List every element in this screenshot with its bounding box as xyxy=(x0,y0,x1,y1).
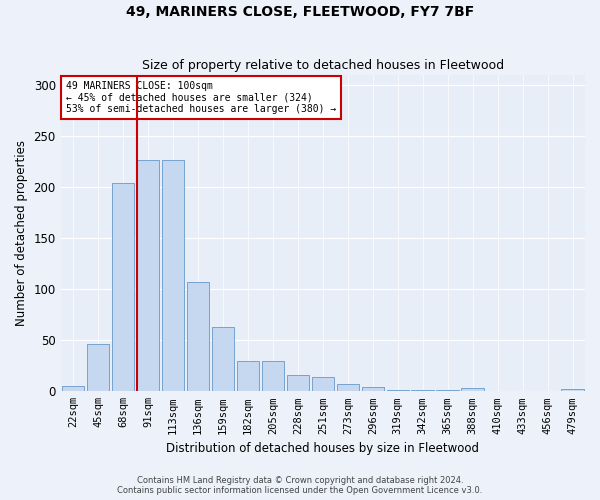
Bar xyxy=(262,360,284,392)
Bar xyxy=(412,390,434,392)
Bar xyxy=(287,375,309,392)
Title: Size of property relative to detached houses in Fleetwood: Size of property relative to detached ho… xyxy=(142,59,504,72)
Bar xyxy=(162,160,184,392)
Bar xyxy=(187,282,209,392)
Bar xyxy=(362,387,384,392)
X-axis label: Distribution of detached houses by size in Fleetwood: Distribution of detached houses by size … xyxy=(166,442,479,455)
Bar xyxy=(212,327,234,392)
Bar xyxy=(311,377,334,392)
Bar xyxy=(461,388,484,392)
Text: 49, MARINERS CLOSE, FLEETWOOD, FY7 7BF: 49, MARINERS CLOSE, FLEETWOOD, FY7 7BF xyxy=(126,5,474,19)
Bar xyxy=(561,390,584,392)
Bar xyxy=(436,390,459,392)
Bar xyxy=(87,344,109,392)
Bar xyxy=(112,183,134,392)
Bar xyxy=(137,160,159,392)
Bar xyxy=(386,390,409,392)
Text: 49 MARINERS CLOSE: 100sqm
← 45% of detached houses are smaller (324)
53% of semi: 49 MARINERS CLOSE: 100sqm ← 45% of detac… xyxy=(66,81,336,114)
Text: Contains HM Land Registry data © Crown copyright and database right 2024.
Contai: Contains HM Land Registry data © Crown c… xyxy=(118,476,482,495)
Y-axis label: Number of detached properties: Number of detached properties xyxy=(15,140,28,326)
Bar xyxy=(62,386,85,392)
Bar xyxy=(236,360,259,392)
Bar xyxy=(337,384,359,392)
